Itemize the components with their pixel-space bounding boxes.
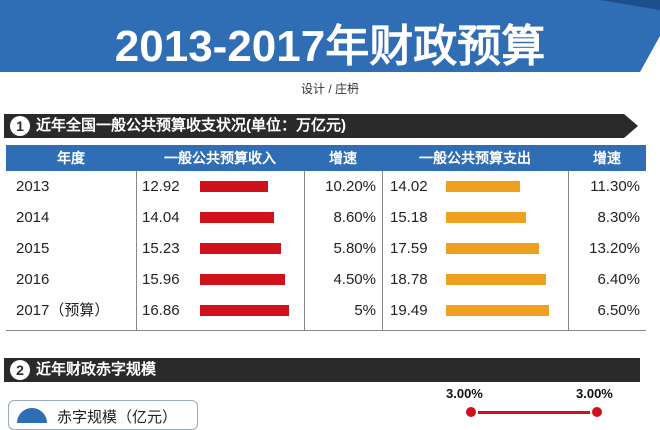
- expenditure-value: 14.02: [390, 178, 428, 195]
- deficit-legend: 赤字规模（亿元）: [8, 400, 198, 430]
- header-revenue: 一般公共预算收入: [164, 150, 276, 166]
- revenue-bar: [200, 274, 285, 285]
- expenditure-value: 17.59: [390, 240, 428, 257]
- column-divider: [568, 171, 569, 330]
- expenditure-bar: [446, 181, 521, 192]
- revenue-growth: 5%: [354, 302, 376, 319]
- header-expenditure-growth: 增速: [593, 150, 621, 166]
- revenue-growth: 10.20%: [325, 178, 376, 195]
- deficit-rate-label: 3.00%: [446, 386, 483, 401]
- table-header: 年度 一般公共预算收入 增速 一般公共预算支出 增速: [6, 145, 646, 171]
- section-2-title: 近年财政赤字规模: [36, 361, 157, 378]
- revenue-value: 12.92: [142, 178, 180, 195]
- column-divider: [304, 171, 305, 330]
- table-row: 2017（预算） 16.86 5% 19.49 6.50%: [6, 295, 646, 326]
- deficit-rate-point: [590, 405, 604, 419]
- expenditure-growth: 8.30%: [597, 209, 640, 226]
- header-revenue-growth: 增速: [329, 150, 357, 166]
- expenditure-value: 19.49: [390, 302, 428, 319]
- deficit-rate-point: [464, 405, 478, 419]
- section-2-header: 2 近年财政赤字规模: [4, 358, 640, 382]
- revenue-bar: [200, 181, 269, 192]
- revenue-growth: 8.60%: [333, 209, 376, 226]
- deficit-legend-label: 赤字规模（亿元）: [57, 409, 178, 426]
- expenditure-growth: 6.50%: [597, 302, 640, 319]
- revenue-value: 15.23: [142, 240, 180, 257]
- revenue-value: 14.04: [142, 209, 180, 226]
- revenue-bar: [200, 305, 290, 316]
- year-cell: 2017（预算）: [16, 302, 110, 319]
- section-1-number: 1: [10, 116, 30, 136]
- expenditure-value: 18.78: [390, 271, 428, 288]
- expenditure-growth: 11.30%: [590, 178, 640, 195]
- section-1-header: 1 近年全国一般公共预算收支状况(单位：万亿元): [4, 114, 638, 138]
- section-2-number: 2: [10, 360, 30, 380]
- table-row: 2014 14.04 8.60% 15.18 8.30%: [6, 202, 646, 233]
- revenue-value: 15.96: [142, 271, 180, 288]
- deficit-legend-swatch: [17, 408, 47, 423]
- table-row: 2015 15.23 5.80% 17.59 13.20%: [6, 233, 646, 264]
- section-1-title: 近年全国一般公共预算收支状况(单位：万亿元): [36, 117, 346, 134]
- expenditure-bar: [446, 243, 540, 254]
- table-row: 2013 12.92 10.20% 14.02 11.30%: [6, 171, 646, 202]
- revenue-bar: [200, 243, 281, 254]
- expenditure-growth: 6.40%: [597, 271, 640, 288]
- expenditure-bar: [446, 212, 527, 223]
- table-bottom-rule: [6, 330, 646, 331]
- budget-table: 年度 一般公共预算收入 增速 一般公共预算支出 增速 2013 12.92 10…: [6, 145, 646, 331]
- column-divider: [136, 171, 137, 330]
- header-year: 年度: [57, 150, 85, 166]
- expenditure-growth: 13.20%: [589, 240, 640, 257]
- banner-shape: [0, 0, 660, 72]
- designer-credit: 设计 / 庄枬: [300, 82, 359, 96]
- deficit-rate-label: 3.00%: [576, 386, 613, 401]
- header-expenditure: 一般公共预算支出: [419, 150, 531, 166]
- year-cell: 2016: [16, 271, 50, 288]
- year-cell: 2013: [16, 178, 50, 195]
- revenue-growth: 4.50%: [333, 271, 376, 288]
- title-banner: 2013-2017年财政预算: [0, 0, 660, 80]
- page-title: 2013-2017年财政预算: [114, 22, 546, 71]
- year-cell: 2014: [16, 209, 50, 226]
- year-cell: 2015: [16, 240, 50, 257]
- revenue-bar: [200, 212, 275, 223]
- expenditure-bar: [446, 305, 550, 316]
- table-row: 2016 15.96 4.50% 18.78 6.40%: [6, 264, 646, 295]
- revenue-value: 16.86: [142, 302, 180, 319]
- revenue-growth: 5.80%: [333, 240, 376, 257]
- section-1-arrow: [624, 114, 638, 138]
- expenditure-value: 15.18: [390, 209, 428, 226]
- expenditure-bar: [446, 274, 546, 285]
- column-divider: [382, 171, 383, 330]
- deficit-rate-line: [471, 411, 597, 414]
